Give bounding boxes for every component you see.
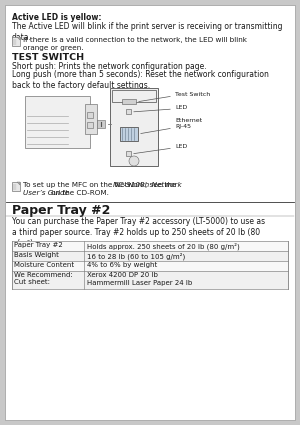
- Bar: [112, 90, 156, 102]
- Bar: [87, 112, 93, 118]
- Polygon shape: [17, 182, 20, 185]
- Text: NC-9100h Network: NC-9100h Network: [113, 182, 182, 188]
- Circle shape: [129, 156, 139, 166]
- Bar: [12, 270, 288, 289]
- Text: Moisture Content: Moisture Content: [14, 262, 74, 268]
- Text: Test Switch: Test Switch: [175, 92, 210, 97]
- Bar: [12, 241, 288, 250]
- Text: 16 to 28 lb (60 to 105 g/m²): 16 to 28 lb (60 to 105 g/m²): [87, 252, 185, 260]
- Bar: [120, 127, 138, 141]
- Text: LED: LED: [175, 105, 187, 110]
- Text: Ethernet
RJ-45: Ethernet RJ-45: [175, 118, 202, 129]
- Bar: [110, 88, 158, 166]
- Text: Paper Tray #2: Paper Tray #2: [12, 204, 110, 216]
- Text: Xerox 4200 DP 20 lb
Hammermill Laser Paper 24 lb: Xerox 4200 DP 20 lb Hammermill Laser Pap…: [87, 272, 192, 286]
- Text: Long push (more than 5 seconds): Reset the network configuration
back to the fac: Long push (more than 5 seconds): Reset t…: [12, 70, 269, 90]
- Text: Holds approx. 250 sheets of 20 lb (80 g/m²): Holds approx. 250 sheets of 20 lb (80 g/…: [87, 242, 240, 249]
- Text: You can purchase the Paper Tray #2 accessory (LT-5000) to use as
a third paper s: You can purchase the Paper Tray #2 acces…: [12, 216, 265, 248]
- Text: TEST SWITCH: TEST SWITCH: [12, 53, 84, 62]
- Polygon shape: [17, 37, 20, 40]
- Bar: [87, 122, 93, 128]
- Bar: [12, 261, 288, 270]
- Bar: [126, 151, 131, 156]
- Text: on the CD-ROM.: on the CD-ROM.: [49, 190, 109, 196]
- Bar: [126, 109, 131, 114]
- Text: 4% to 6% by weight: 4% to 6% by weight: [87, 262, 157, 268]
- Bar: [25, 96, 90, 148]
- Text: If there is a valid connection to the network, the LED will blink
orange or gree: If there is a valid connection to the ne…: [23, 37, 247, 51]
- Bar: [97, 120, 105, 128]
- Bar: [12, 37, 20, 46]
- Bar: [85, 104, 97, 134]
- Text: Basis Weight: Basis Weight: [14, 252, 59, 258]
- Text: User’s Guide: User’s Guide: [23, 190, 69, 196]
- Text: Paper Tray #2: Paper Tray #2: [14, 242, 63, 248]
- Bar: [12, 182, 20, 191]
- Text: LED: LED: [175, 144, 187, 149]
- Bar: [12, 250, 288, 261]
- Text: To set up the MFC on the Network, see the: To set up the MFC on the Network, see th…: [23, 182, 178, 188]
- Text: Short push: Prints the network configuration page.: Short push: Prints the network configura…: [12, 62, 207, 71]
- Text: Active LED is yellow:: Active LED is yellow:: [12, 13, 101, 22]
- Bar: [122, 99, 136, 104]
- Text: The Active LED will blink if the print server is receiving or transmitting
data.: The Active LED will blink if the print s…: [12, 22, 283, 42]
- Text: We Recommend:
Cut sheet:: We Recommend: Cut sheet:: [14, 272, 73, 286]
